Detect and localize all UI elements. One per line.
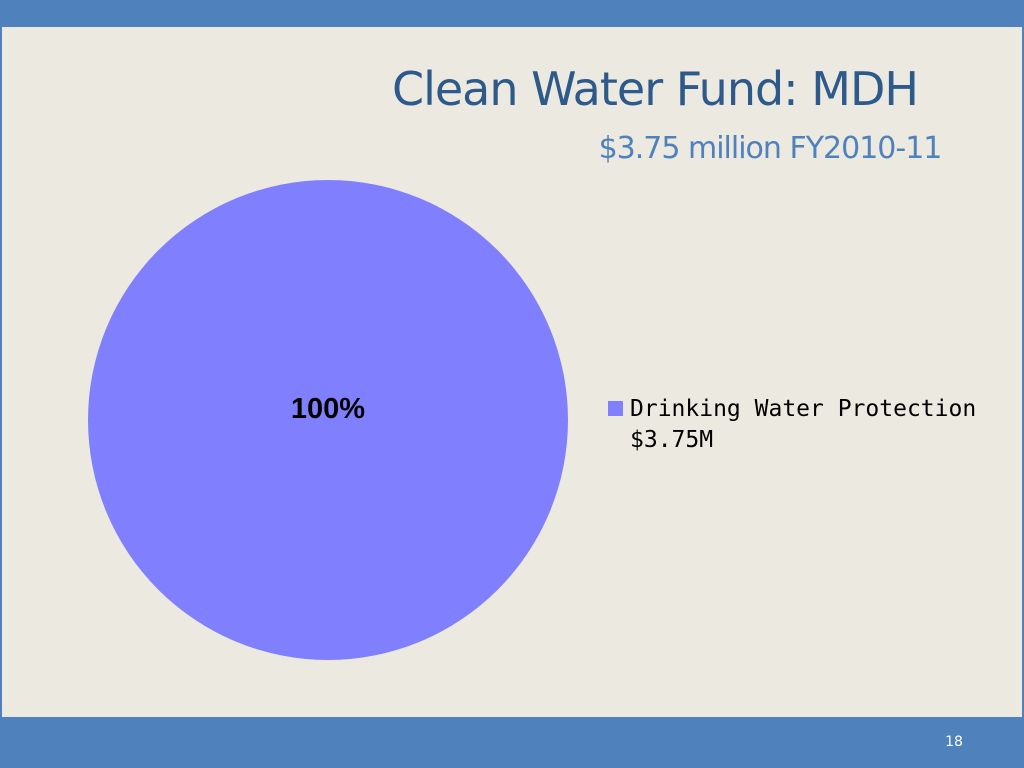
slide-subtitle: $3.75 million FY2010-11 <box>598 131 943 166</box>
pie-data-labels: 100% <box>291 393 365 425</box>
pie-slice-drinking-water-protection <box>88 180 568 660</box>
legend-swatch-drinking-water <box>608 401 623 416</box>
slide-title: Clean Water Fund: MDH <box>391 62 919 116</box>
legend-entry-label: Drinking Water Protection <box>630 396 977 422</box>
pie-slices <box>88 180 568 660</box>
legend-entry-amount: $3.75M <box>630 427 714 453</box>
page-number: 18 <box>945 734 963 750</box>
pie-data-label: 100% <box>291 393 365 425</box>
legend-entry-drinking-water: Drinking Water Protection $3.75M <box>630 394 976 456</box>
